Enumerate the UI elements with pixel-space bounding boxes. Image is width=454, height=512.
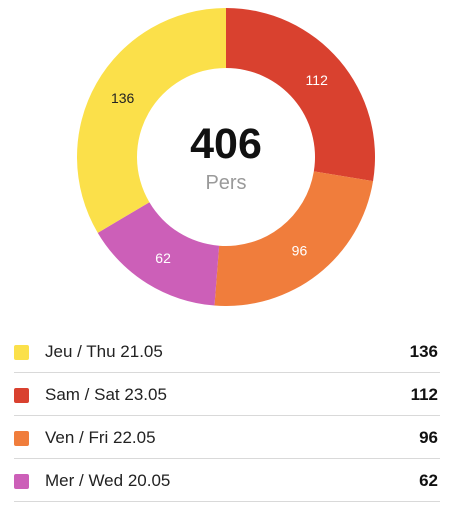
legend-label: Sam / Sat 23.05	[45, 385, 167, 404]
legend-swatch	[14, 431, 29, 446]
legend-row[interactable]: Ven / Fri 22.05 96	[14, 417, 440, 459]
legend-value: 136	[409, 342, 438, 361]
legend-row[interactable]: Sam / Sat 23.05 112	[14, 374, 440, 416]
donut-slice[interactable]	[214, 171, 374, 306]
slice-data-label: 62	[155, 250, 171, 266]
legend-label: Jeu / Thu 21.05	[45, 342, 163, 361]
legend: Jeu / Thu 21.05 136 Sam / Sat 23.05 112 …	[14, 331, 440, 502]
slice-data-label: 112	[306, 72, 329, 88]
donut-slice[interactable]	[226, 8, 375, 182]
legend-swatch	[14, 388, 29, 403]
legend-label: Ven / Fri 22.05	[45, 428, 156, 447]
donut-chart: 112 96 62 136 406 Pers	[77, 8, 375, 306]
legend-value: 96	[419, 428, 438, 447]
donut-chart-svg: 112 96 62 136	[77, 8, 375, 306]
legend-label: Mer / Wed 20.05	[45, 471, 171, 490]
slice-data-label: 136	[111, 90, 135, 106]
legend-value: 62	[419, 471, 438, 490]
slice-data-label: 96	[292, 243, 308, 259]
donut-slice[interactable]	[77, 8, 226, 233]
legend-row[interactable]: Jeu / Thu 21.05 136	[14, 331, 440, 373]
donut-slice[interactable]	[97, 202, 220, 306]
legend-value: 112	[410, 385, 438, 404]
legend-swatch	[14, 474, 29, 489]
legend-row[interactable]: Mer / Wed 20.05 62	[14, 460, 440, 502]
legend-swatch	[14, 345, 29, 360]
